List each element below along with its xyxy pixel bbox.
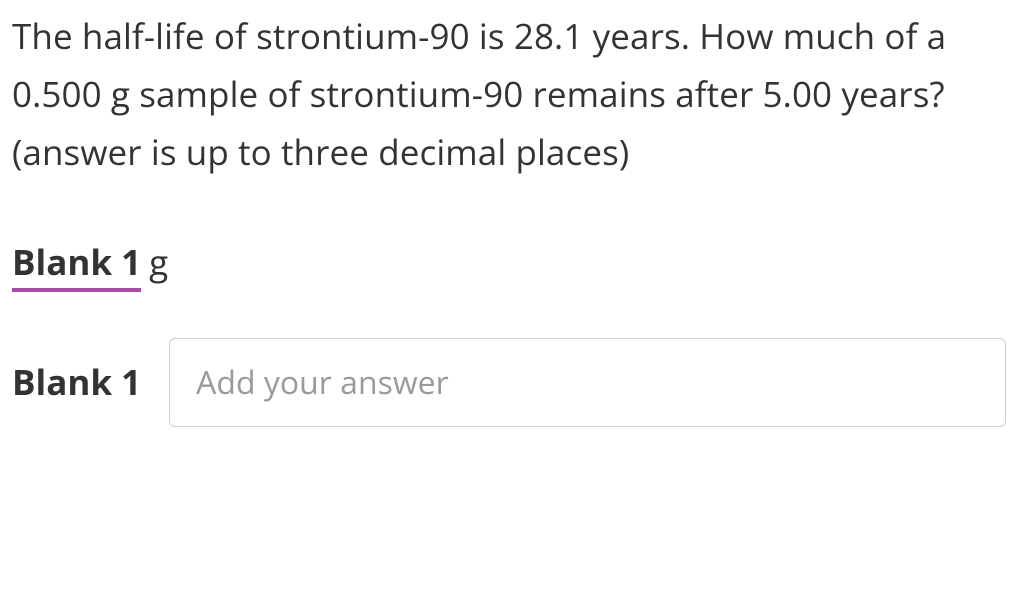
answer-row: Blank 1: [12, 338, 1006, 427]
answer-input[interactable]: [169, 338, 1006, 427]
blank-display-line: Blank 1 g: [12, 239, 1006, 292]
blank-unit: g: [149, 239, 168, 286]
blank-display-label: Blank 1: [12, 239, 141, 292]
blank-input-label: Blank 1: [12, 359, 141, 406]
question-text: The half-life of strontium-90 is 28.1 ye…: [12, 8, 1006, 181]
